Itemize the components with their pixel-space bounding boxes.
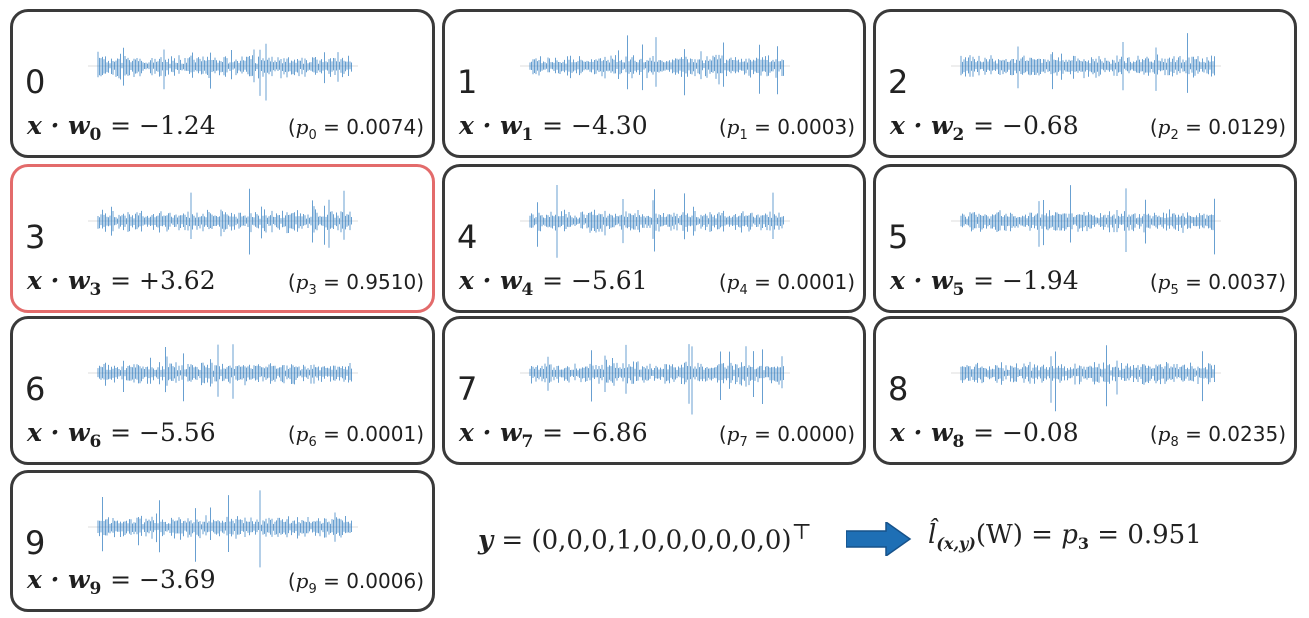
target-vector: y = (0,0,0,1,0,0,0,0,0,0)⊤ [478, 520, 812, 556]
class-panel-3: 3 x · w3 = +3.62 (p3 = 0.9510) [10, 164, 435, 313]
probability: (p5 = 0.0037) [1149, 270, 1286, 298]
waveform-thumbnail [88, 344, 358, 402]
probability: (p4 = 0.0001) [718, 270, 855, 298]
dot-product: x · w1 = −4.30 [459, 111, 648, 145]
waveform-thumbnail [520, 344, 790, 415]
class-index: 9 [25, 524, 46, 562]
waveform-thumbnail [88, 188, 358, 255]
waveform-thumbnail [88, 43, 358, 101]
dot-product: x · w0 = −1.24 [27, 111, 216, 145]
class-panel-7: 7 x · w7 = −6.86 (p7 = 0.0000) [442, 316, 866, 465]
class-panel-1: 1 x · w1 = −4.30 (p1 = 0.0003) [442, 9, 866, 158]
class-index: 1 [457, 63, 478, 101]
dot-product: x · w2 = −0.68 [890, 111, 1079, 145]
probability: (p1 = 0.0003) [718, 115, 855, 143]
class-panel-4: 4 x · w4 = −5.61 (p4 = 0.0001) [442, 164, 866, 313]
dot-product: x · w3 = +3.62 [27, 266, 216, 300]
waveform-thumbnail [951, 185, 1221, 255]
probability: (p9 = 0.0006) [287, 569, 424, 597]
dot-product: x · w6 = −5.56 [27, 418, 216, 452]
class-index: 2 [888, 63, 909, 101]
class-index: 8 [888, 370, 909, 408]
class-index: 5 [888, 218, 909, 256]
class-index: 3 [25, 218, 46, 256]
waveform-thumbnail [951, 345, 1221, 412]
probability: (p7 = 0.0000) [718, 422, 855, 450]
waveform-thumbnail [520, 185, 790, 258]
probability: (p2 = 0.0129) [1149, 115, 1286, 143]
waveform-thumbnail [88, 490, 358, 568]
class-panel-6: 6 x · w6 = −5.56 (p6 = 0.0001) [10, 316, 435, 465]
waveform-thumbnail [951, 33, 1221, 93]
dot-product: x · w8 = −0.08 [890, 418, 1079, 452]
probability: (p3 = 0.9510) [287, 270, 424, 298]
class-index: 0 [25, 63, 46, 101]
class-panel-2: 2 x · w2 = −0.68 (p2 = 0.0129) [873, 9, 1297, 158]
loss-formula: l̂(x,y)(W) = p3 = 0.951 [928, 520, 1202, 554]
class-index: 6 [25, 370, 46, 408]
dot-product: x · w4 = −5.61 [459, 266, 648, 300]
class-panel-0: 0 x · w0 = −1.24 (p0 = 0.0074) [10, 9, 435, 158]
probability: (p0 = 0.0074) [287, 115, 424, 143]
class-index: 4 [457, 218, 478, 256]
probability: (p8 = 0.0235) [1149, 422, 1286, 450]
dot-product: x · w9 = −3.69 [27, 565, 216, 599]
probability: (p6 = 0.0001) [287, 422, 424, 450]
dot-product: x · w5 = −1.94 [890, 266, 1079, 300]
waveform-thumbnail [520, 35, 790, 96]
dot-product: x · w7 = −6.86 [459, 418, 648, 452]
class-index: 7 [457, 370, 478, 408]
right-arrow-icon [846, 522, 912, 556]
class-panel-8: 8 x · w8 = −0.08 (p8 = 0.0235) [873, 316, 1297, 465]
class-panel-5: 5 x · w5 = −1.94 (p5 = 0.0037) [873, 164, 1297, 313]
